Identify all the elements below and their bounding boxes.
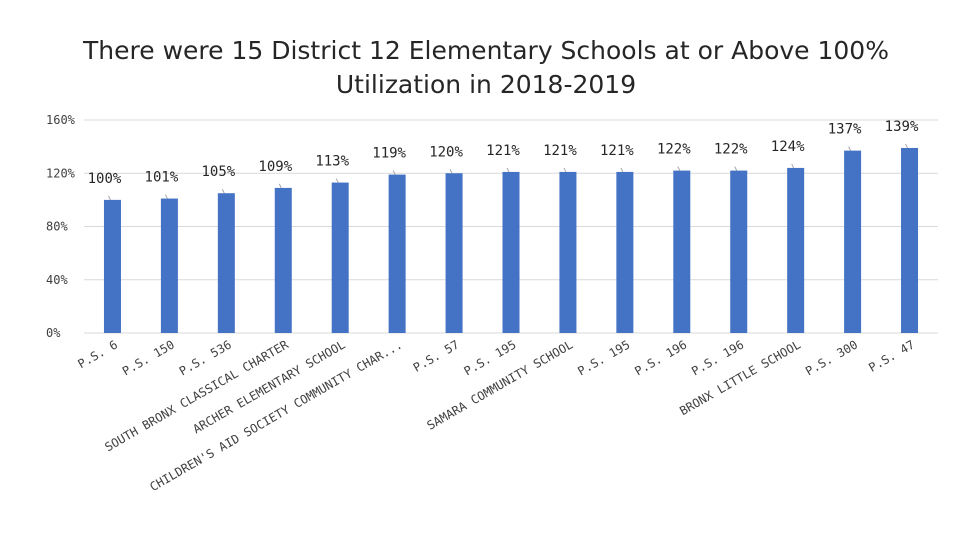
data-label: 100% xyxy=(88,171,122,187)
bar xyxy=(388,174,406,333)
data-label: 120% xyxy=(429,144,463,160)
data-label: 121% xyxy=(600,143,634,159)
label-leader xyxy=(449,169,453,174)
data-label: 105% xyxy=(201,164,235,180)
label-leader xyxy=(164,194,168,199)
bar xyxy=(559,171,577,333)
bar xyxy=(673,170,691,333)
bar xyxy=(901,147,919,333)
chart-title-line-1: There were 15 District 12 Elementary Sch… xyxy=(83,36,889,65)
data-label: 137% xyxy=(828,122,862,138)
bar xyxy=(103,199,121,333)
label-leader xyxy=(620,167,624,173)
data-label: 121% xyxy=(486,143,520,159)
bars xyxy=(103,147,919,333)
bar xyxy=(844,150,862,333)
label-leader xyxy=(278,183,282,189)
bar xyxy=(787,167,805,333)
label-leader xyxy=(335,178,339,183)
category-label: P.S. 150 xyxy=(120,337,177,378)
bar xyxy=(274,187,292,333)
bar xyxy=(445,173,463,333)
label-leader xyxy=(563,167,567,173)
bar xyxy=(616,171,634,333)
category-label: P.S. 47 xyxy=(866,337,917,374)
category-label: P.S. 195 xyxy=(575,337,632,378)
data-label: 139% xyxy=(885,119,919,135)
bar xyxy=(331,182,349,333)
data-label: 113% xyxy=(315,154,349,170)
data-label: 119% xyxy=(372,146,406,162)
data-label: 122% xyxy=(657,142,691,158)
category-label: P.S. 57 xyxy=(411,337,462,374)
data-label: 122% xyxy=(714,142,748,158)
label-leader xyxy=(848,146,852,151)
bar xyxy=(217,193,235,333)
data-label: 124% xyxy=(771,139,805,155)
y-tick-label: 80% xyxy=(46,220,68,234)
y-tick-label: 120% xyxy=(46,166,76,180)
label-leader xyxy=(221,188,225,194)
label-leader xyxy=(677,166,681,171)
bar xyxy=(730,170,748,333)
label-leader xyxy=(392,170,396,175)
label-leader xyxy=(905,143,908,149)
bar xyxy=(160,198,178,333)
data-label: 101% xyxy=(145,170,179,186)
y-tick-label: 160% xyxy=(46,113,76,127)
chart-title: There were 15 District 12 Elementary Sch… xyxy=(0,34,960,102)
category-label: P.S. 196 xyxy=(632,337,689,378)
y-axis-tick-labels: 0% 40% 80% 120% 160% xyxy=(46,113,76,340)
data-labels: 100% 101% 105% 109% 113% 119% 120% 121% 121% 121%… xyxy=(88,119,919,201)
label-leader xyxy=(506,167,510,173)
bar xyxy=(502,171,520,333)
chart-title-line-2: Utilization in 2018-2019 xyxy=(335,70,637,99)
data-label: 121% xyxy=(543,143,577,159)
label-leader xyxy=(791,163,795,169)
label-leader xyxy=(108,195,111,201)
y-tick-label: 0% xyxy=(46,326,61,340)
category-label: P.S. 6 xyxy=(75,337,120,371)
y-tick-label: 40% xyxy=(46,273,68,287)
category-label: P.S. 300 xyxy=(803,337,860,378)
label-leader xyxy=(734,166,738,171)
data-label: 109% xyxy=(258,159,292,175)
